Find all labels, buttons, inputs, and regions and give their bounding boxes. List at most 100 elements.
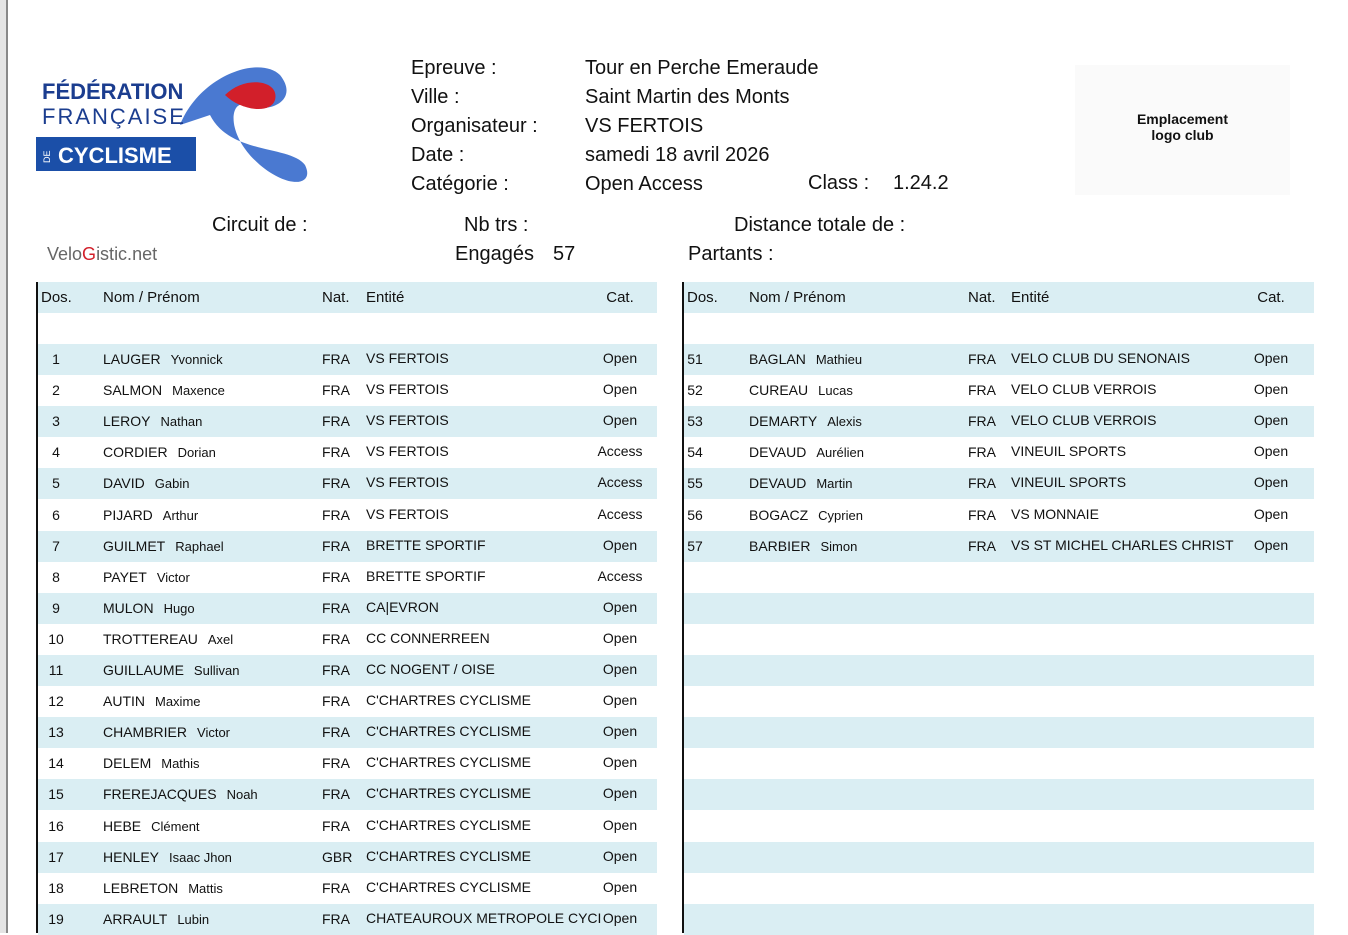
nationality: FRA <box>322 630 350 647</box>
last-name: MULON <box>103 599 154 616</box>
last-name: AUTIN <box>103 693 145 710</box>
entity: CC CONNERREEN <box>366 629 490 646</box>
last-name: DELEM <box>103 755 152 772</box>
column-header: Nom / Prénom <box>749 289 846 306</box>
bib-number: 7 <box>52 537 60 554</box>
last-name: BARBIER <box>749 537 811 554</box>
row-band <box>38 903 657 935</box>
nationality: FRA <box>322 413 350 430</box>
rider-name: GUILLAUME Sullivan <box>103 662 239 678</box>
brand-part: G <box>82 244 97 264</box>
bib-number: 2 <box>52 382 60 399</box>
nationality: FRA <box>322 786 350 803</box>
first-name: Lucas <box>818 383 853 399</box>
bib-number: 52 <box>687 382 703 399</box>
brand-part: istic.net <box>96 244 158 264</box>
club-logo-text: logo club <box>1151 127 1214 143</box>
category: Access <box>597 505 643 522</box>
row-band <box>684 344 1314 375</box>
field-value: samedi 18 avril 2026 <box>585 144 770 166</box>
last-name: BAGLAN <box>749 351 806 367</box>
last-name: LEROY <box>103 413 151 430</box>
category: Open <box>602 723 638 740</box>
row-band <box>38 406 657 438</box>
entity: VS FERTOIS <box>366 350 449 366</box>
bib-number: 3 <box>52 413 60 430</box>
table-border <box>682 282 684 933</box>
last-name: GUILLAUME <box>103 662 184 678</box>
last-name: GUILMET <box>103 537 166 554</box>
last-name: DEVAUD <box>749 444 807 461</box>
rider-name: HENLEY Isaac Jhon <box>103 849 232 865</box>
nationality: FRA <box>322 475 350 492</box>
category: Open <box>1253 412 1289 429</box>
last-name: DEVAUD <box>749 475 807 492</box>
rider-name: CUREAU Lucas <box>749 382 853 398</box>
rider-name: LEBRETON Mattis <box>103 880 223 896</box>
column-header: Dos. <box>41 289 72 306</box>
nationality: FRA <box>322 755 350 772</box>
ffc-logo: FÉDÉRATION FRANÇAISE DE CYCLISME <box>36 67 308 182</box>
last-name: BOGACZ <box>749 506 809 523</box>
logo-line: DE <box>42 150 52 163</box>
bib-number: 53 <box>687 413 703 430</box>
row-band <box>684 903 1314 935</box>
bib-number: 56 <box>687 506 703 523</box>
rider-name: BOGACZ Cyprien <box>749 507 863 523</box>
category: Open <box>602 692 638 709</box>
nationality: FRA <box>322 879 350 896</box>
row-band <box>684 530 1314 562</box>
bib-number: 6 <box>52 506 60 523</box>
category: Open <box>602 598 638 615</box>
page-edge <box>0 0 8 933</box>
nationality: FRA <box>322 537 350 554</box>
field-value: Open Access <box>585 173 703 195</box>
nationality: FRA <box>968 537 996 554</box>
first-name: Noah <box>226 787 258 803</box>
entity: VELO CLUB VERROIS <box>1011 381 1157 398</box>
first-name: Hugo <box>163 600 195 616</box>
nationality: FRA <box>968 444 996 461</box>
category: Open <box>602 629 638 646</box>
category: Open <box>602 350 638 366</box>
category: Access <box>597 474 643 491</box>
category: Access <box>597 567 643 584</box>
row-band <box>684 468 1314 500</box>
first-name: Dorian <box>177 445 216 461</box>
bib-number: 51 <box>687 351 703 367</box>
rider-name: DEVAUD Aurélien <box>749 444 864 460</box>
first-name: Mathis <box>161 756 200 772</box>
rider-name: CHAMBRIER Victor <box>103 724 230 740</box>
first-name: Mattis <box>188 880 223 896</box>
bib-number: 9 <box>52 599 60 616</box>
first-name: Gabin <box>154 476 190 492</box>
column-header: Dos. <box>687 289 718 306</box>
row-band <box>38 717 657 749</box>
field-label: Date : <box>411 144 465 166</box>
row-band <box>38 530 657 562</box>
entity: BRETTE SPORTIF <box>366 567 486 584</box>
entity: C'CHARTRES CYCLISME <box>366 878 531 895</box>
category: Open <box>602 878 638 895</box>
nationality: FRA <box>968 506 996 523</box>
rider-name: FREREJACQUES Noah <box>103 786 258 802</box>
entity: C'CHARTRES CYCLISME <box>366 847 531 864</box>
first-name: Victor <box>197 725 231 741</box>
nationality: GBR <box>322 848 353 865</box>
nationality: FRA <box>322 382 350 399</box>
rider-name: TROTTEREAU Axel <box>103 631 233 647</box>
first-name: Victor <box>156 569 190 585</box>
entity: VS FERTOIS <box>366 381 449 398</box>
entity: C'CHARTRES CYCLISME <box>366 816 531 833</box>
first-name: Alexis <box>827 414 862 430</box>
row-band <box>38 655 657 686</box>
row-band <box>684 406 1314 438</box>
first-name: Lubin <box>177 911 210 927</box>
first-name: Isaac Jhon <box>169 849 232 865</box>
first-name: Mathieu <box>815 352 863 367</box>
field-value: VS FERTOIS <box>585 115 704 137</box>
entity: VS FERTOIS <box>366 474 449 491</box>
category: Open <box>602 785 638 802</box>
category: Access <box>597 443 643 460</box>
field-label: Catégorie : <box>411 173 509 195</box>
